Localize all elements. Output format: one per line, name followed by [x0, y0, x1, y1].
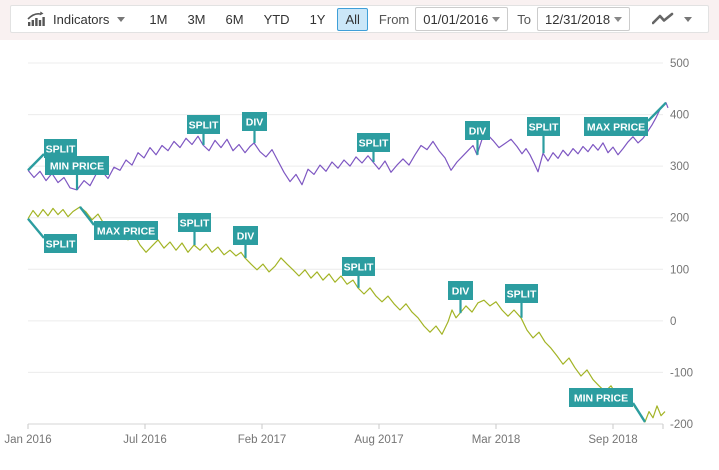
range-button-1y[interactable]: 1Y — [309, 11, 326, 27]
chevron-down-icon — [614, 16, 622, 22]
line-zigzag-icon — [652, 12, 674, 25]
x-axis-label: Mar 2018 — [472, 434, 521, 446]
annotation-flag-label: MIN PRICE — [574, 393, 628, 405]
x-axis-label: Feb 2017 — [238, 434, 287, 446]
x-axis-label: Aug 2017 — [354, 434, 403, 446]
annotation-flag-label: MAX PRICE — [587, 122, 645, 134]
bar-chart-growth-icon — [27, 11, 45, 26]
annotation-flag-label: SPLIT — [46, 144, 76, 156]
range-button-3m[interactable]: 3M — [187, 11, 206, 27]
annotation-flag-label: MIN PRICE — [50, 161, 104, 173]
flag-callout-line — [27, 153, 45, 172]
chevron-down-icon — [117, 16, 126, 22]
to-date-value: 12/31/2018 — [545, 11, 611, 27]
to-label: To — [517, 11, 531, 27]
indicators-label: Indicators — [53, 11, 110, 27]
y-axis-label-400: 400 — [670, 110, 689, 122]
x-axis-label: Sep 2018 — [588, 434, 637, 446]
annotation-flag-label: SPLIT — [46, 239, 76, 251]
y-axis-label--100: -100 — [670, 367, 693, 379]
line-series-1 — [27, 102, 669, 191]
annotation-flag-label: DIV — [469, 126, 487, 138]
annotation-flag-div — [233, 226, 258, 245]
annotation-flag-label: DIV — [452, 286, 470, 298]
annotation-flag-max-price — [94, 221, 158, 240]
annotation-flag-div — [242, 112, 267, 131]
range-button-all[interactable]: All — [337, 7, 368, 31]
annotation-flag-label: SPLIT — [359, 138, 389, 150]
y-axis-label-100: 100 — [670, 264, 689, 276]
range-button-1m[interactable]: 1M — [149, 11, 168, 27]
annotation-flag-label: MAX PRICE — [97, 226, 155, 238]
annotation-flag-min-price — [45, 156, 109, 175]
toolbar-row: Indicators 1M 3M 6M YTD 1Y All From 01/0… — [0, 0, 719, 40]
indicators-button[interactable]: Indicators — [27, 11, 126, 27]
annotation-flag-min-price — [569, 388, 633, 407]
y-axis-label-200: 200 — [670, 213, 689, 225]
flag-callout-line — [647, 101, 667, 122]
flag-callout-line — [631, 402, 647, 423]
annotation-flag-label: SPLIT — [529, 122, 559, 134]
range-button-ytd[interactable]: YTD — [263, 11, 290, 27]
x-axis-label: Jan 2016 — [4, 434, 51, 446]
series-type-button[interactable] — [652, 12, 692, 26]
x-axis-label: Jul 2016 — [123, 434, 166, 446]
annotation-flag-div — [448, 281, 473, 300]
annotation-flag-div — [465, 121, 490, 140]
flag-callout-line — [27, 217, 45, 239]
annotation-flag-split — [527, 117, 560, 136]
chevron-down-icon — [492, 16, 501, 22]
from-date-value: 01/01/2016 — [423, 11, 489, 27]
annotation-flag-label: SPLIT — [344, 262, 374, 274]
to-date-input[interactable]: 12/31/2018 — [537, 7, 630, 31]
annotation-flag-split — [178, 213, 211, 232]
annotation-flag-max-price — [584, 117, 648, 136]
annotation-flag-split — [44, 139, 77, 158]
annotation-flag-label: SPLIT — [507, 289, 537, 301]
annotation-flag-split — [187, 115, 220, 134]
from-date-input[interactable]: 01/01/2016 — [415, 7, 509, 31]
toolbar: Indicators 1M 3M 6M YTD 1Y All From 01/0… — [10, 5, 709, 33]
annotation-flag-label: SPLIT — [189, 120, 219, 132]
y-axis-label-500: 500 — [670, 58, 689, 70]
y-axis-label-0: 0 — [670, 316, 676, 328]
annotation-flag-label: SPLIT — [180, 218, 210, 230]
annotation-flag-split — [342, 257, 375, 276]
y-axis-label--200: -200 — [670, 419, 693, 431]
chevron-down-icon — [684, 16, 692, 22]
annotation-flag-label: DIV — [246, 117, 264, 129]
annotation-flag-label: DIV — [237, 231, 255, 243]
range-button-6m[interactable]: 6M — [225, 11, 244, 27]
y-axis-label-300: 300 — [670, 161, 689, 173]
flag-callout-line — [79, 206, 95, 226]
from-label: From — [378, 11, 410, 27]
annotation-flag-split — [44, 234, 77, 253]
annotation-flag-split — [357, 133, 390, 152]
annotation-flag-split — [505, 284, 538, 303]
